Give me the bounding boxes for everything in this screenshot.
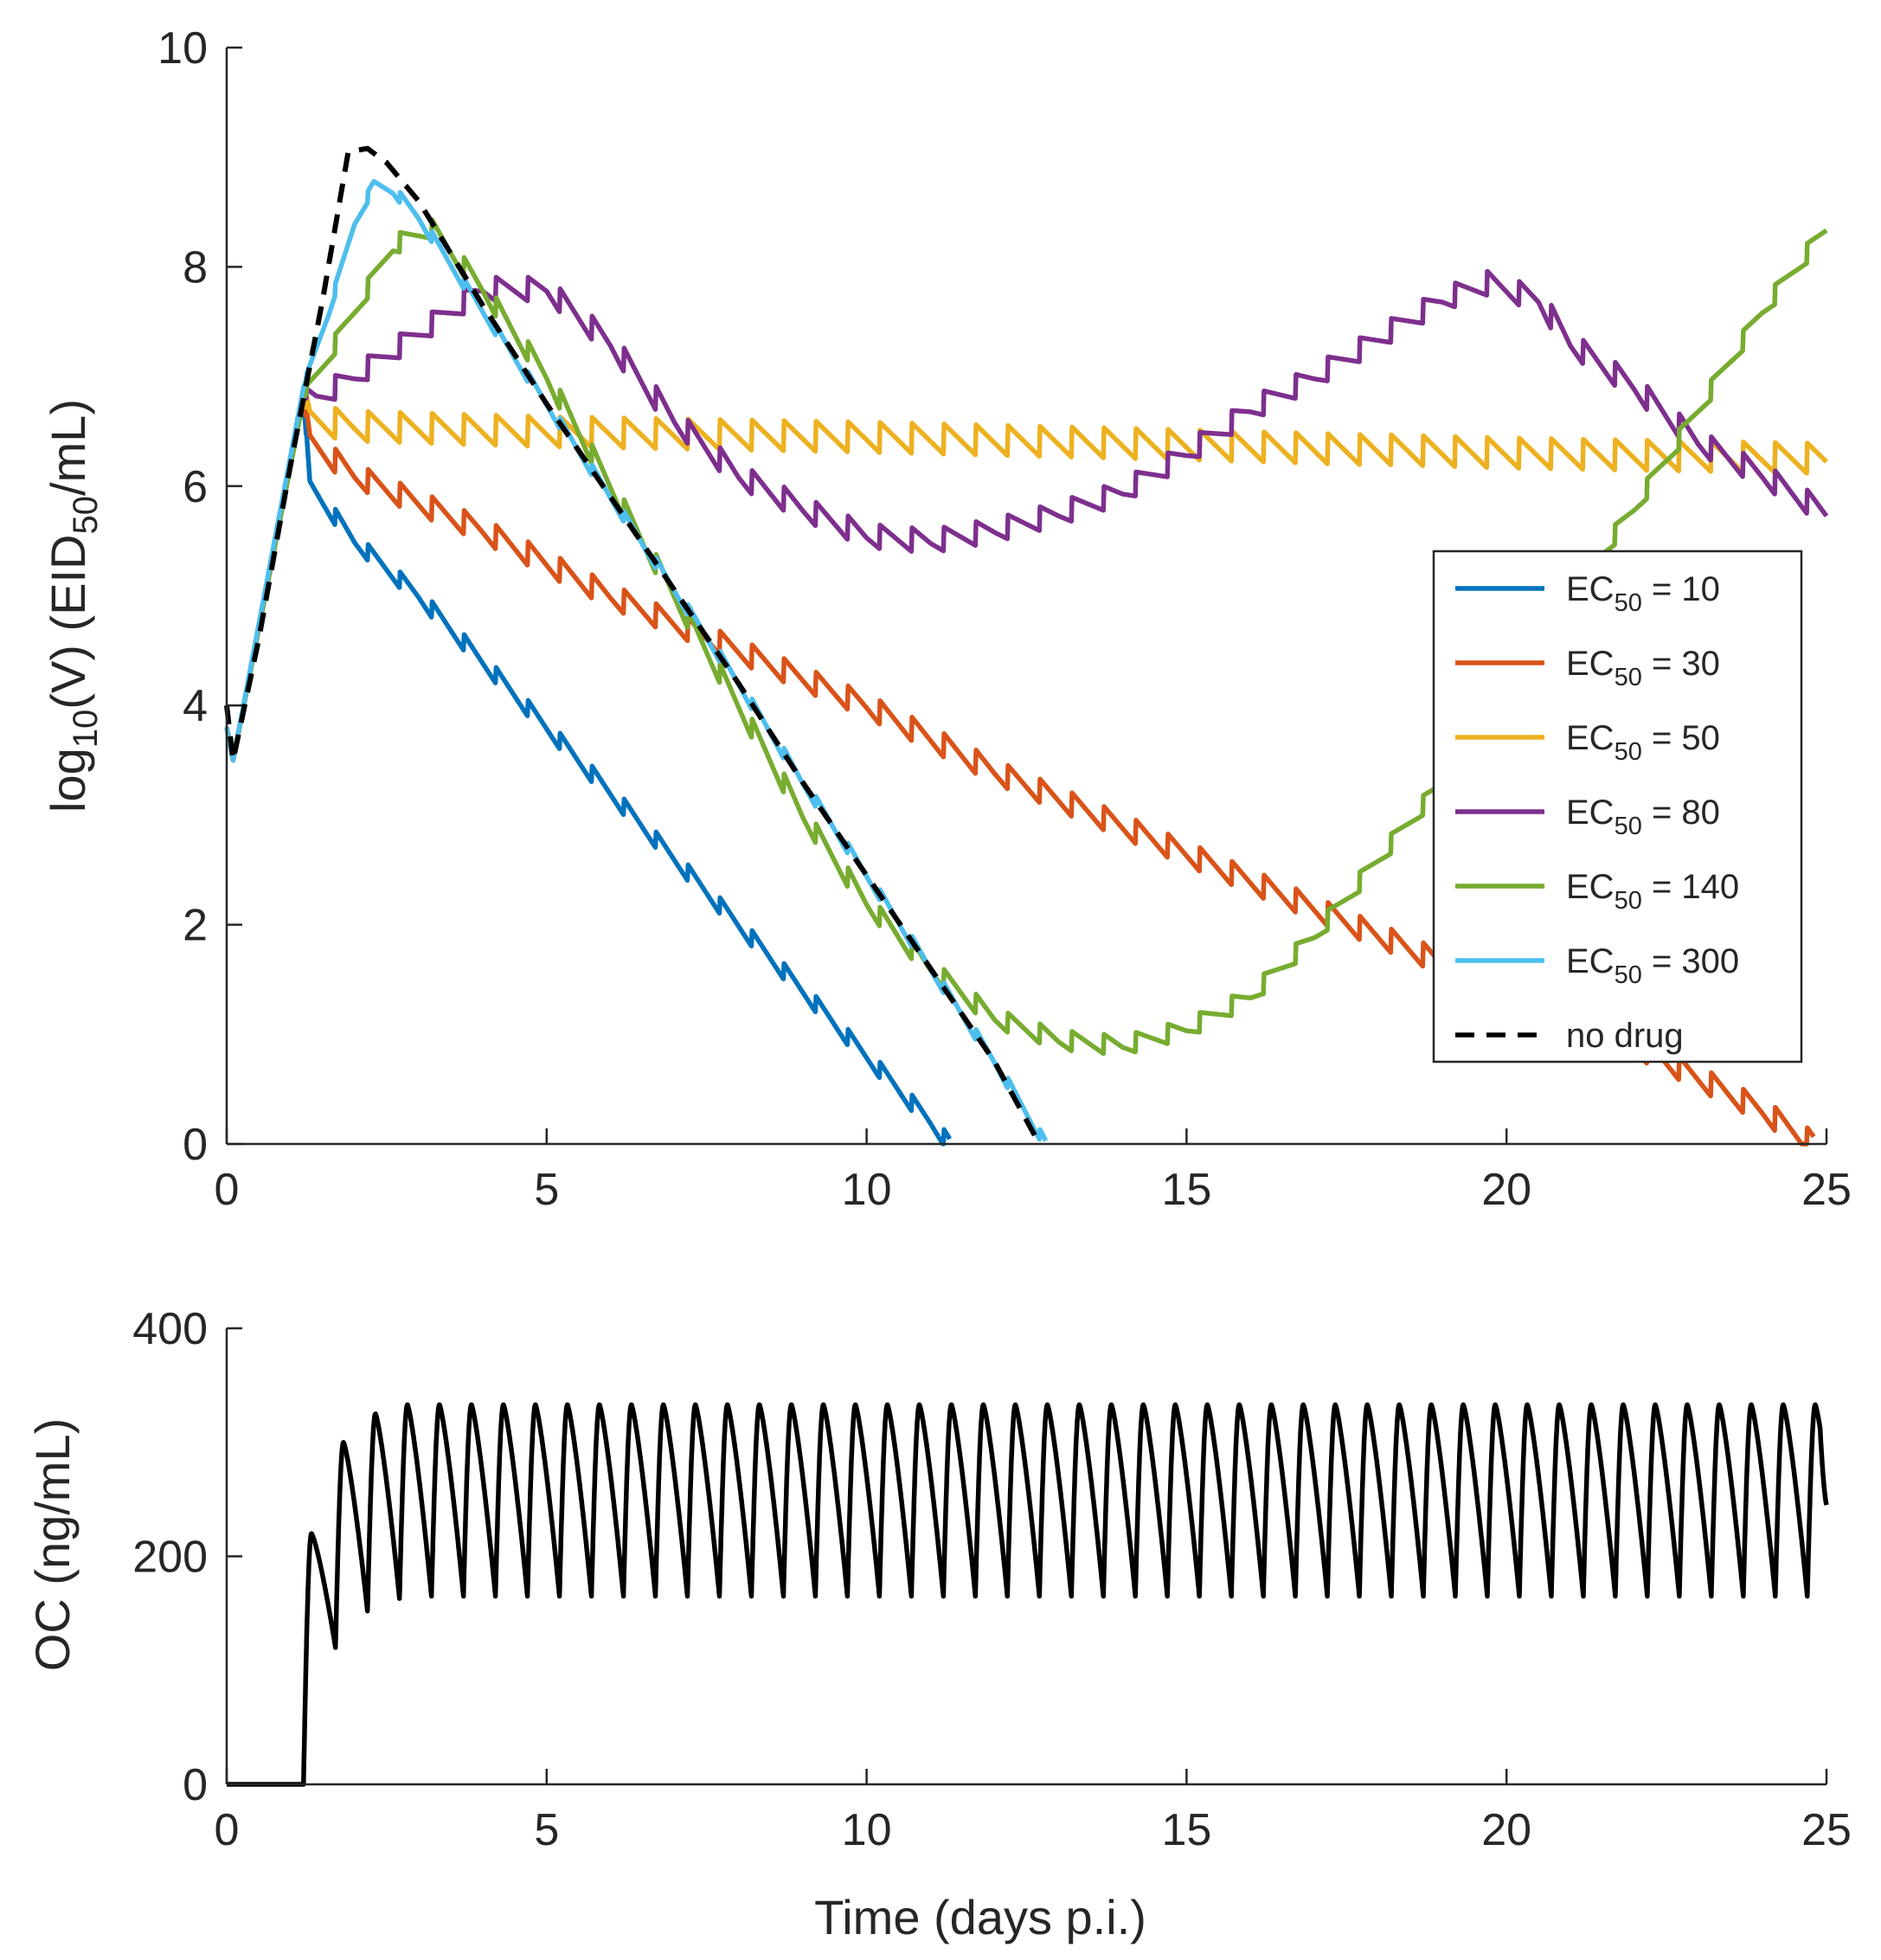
bottom-x-tick-label: 15 [1161,1805,1211,1855]
oc-concentration-line [224,1402,1829,1787]
top-y-axis-label: log10(V) (EID50/mL) [41,399,105,813]
legend-label-3: EC50 = 50 [1566,719,1720,766]
legend-label-value: = 80 [1642,794,1720,832]
legend-label-4: EC50 = 80 [1566,794,1720,840]
legend-label-main: no drug [1566,1017,1684,1055]
series-line-7 [224,145,1042,1146]
bottom-y-axis-label: OC (ng/mL) [25,1418,80,1672]
legend-label-sub: 50 [1615,887,1642,915]
legend-label-main: EC [1566,645,1615,683]
bottom-x-tick-labels: 0 5 10 15 20 25 [215,1805,1852,1855]
bottom-y-tick-label: 400 [132,1304,208,1354]
top-x-tick-label: 10 [842,1165,892,1215]
legend-label-value: = 10 [1642,570,1720,608]
top-axes [225,46,1828,1146]
bottom-y-tick-label: 200 [132,1533,208,1583]
bottom-x-axis-label: Time (days p.i.) [814,1890,1146,1944]
top-ylabel-log: log [41,748,95,813]
top-x-tick-labels: 0 5 10 15 20 25 [215,1165,1852,1215]
top-y-tick-label: 2 [183,901,208,951]
legend-label-1: EC50 = 10 [1566,570,1720,617]
top-y-tick-label: 8 [183,242,208,292]
series-line-1 [224,395,953,1147]
legend-label-7: no drug [1566,1017,1684,1055]
legend-label-value: = 140 [1642,868,1739,906]
top-x-tick-label: 15 [1161,1165,1211,1215]
top-y-tick-label: 4 [183,681,208,731]
legend-label-sub: 50 [1615,664,1642,691]
legend-label-sub: 50 [1615,589,1642,617]
legend-label-2: EC50 = 30 [1566,645,1720,691]
legend-label-main: EC [1566,570,1615,608]
series-line-3 [224,395,1829,763]
bottom-chart: 0 5 10 15 20 25 0 200 400 OC (ng/mL) Time (days… [25,1304,1852,1944]
top-series-lines [224,145,1829,1147]
top-ylabel-sub-10: 10 [67,710,105,749]
top-y-tick-label: 6 [183,462,208,512]
bottom-x-tick-label: 0 [215,1805,240,1855]
legend-label-main: EC [1566,942,1615,980]
bottom-x-tick-label: 25 [1801,1805,1852,1855]
top-x-tick-label: 0 [215,1165,240,1215]
legend-label-value: = 30 [1642,645,1720,683]
top-x-tick-label: 20 [1481,1165,1531,1215]
bottom-y-tick-label: 0 [183,1760,208,1810]
top-y-tick-label: 0 [183,1120,208,1170]
legend-label-main: EC [1566,719,1615,757]
top-y-tick-labels: 0 2 4 6 8 10 [157,23,208,1170]
top-y-tick-label: 10 [157,23,208,74]
bottom-x-tick-label: 10 [842,1805,892,1855]
legend-label-main: EC [1566,868,1615,906]
bottom-axes [225,1327,1828,1786]
legend-label-main: EC [1566,794,1615,832]
legend-label-value: = 50 [1642,719,1720,757]
legend-label-sub: 50 [1615,738,1642,766]
bottom-x-tick-label: 20 [1481,1805,1531,1855]
bottom-series-lines [224,1402,1829,1787]
series-line-4 [224,268,1829,763]
top-x-tick-label: 5 [534,1165,559,1215]
top-x-tick-label: 25 [1801,1165,1852,1215]
legend-label-sub: 50 [1615,961,1642,989]
legend-box [1432,549,1803,1064]
legend-label-5: EC50 = 140 [1566,868,1739,915]
legend-label-value: = 300 [1642,942,1739,980]
legend-label-6: EC50 = 300 [1566,942,1739,989]
bottom-y-tick-labels: 0 200 400 [132,1304,208,1810]
top-ylabel-sub-50: 50 [67,496,105,535]
top-ylabel-mid: (V) (EID [41,535,95,710]
bottom-x-tick-label: 5 [534,1805,559,1855]
legend-label-sub: 50 [1615,813,1642,840]
top-ylabel-post: /mL) [41,399,95,496]
